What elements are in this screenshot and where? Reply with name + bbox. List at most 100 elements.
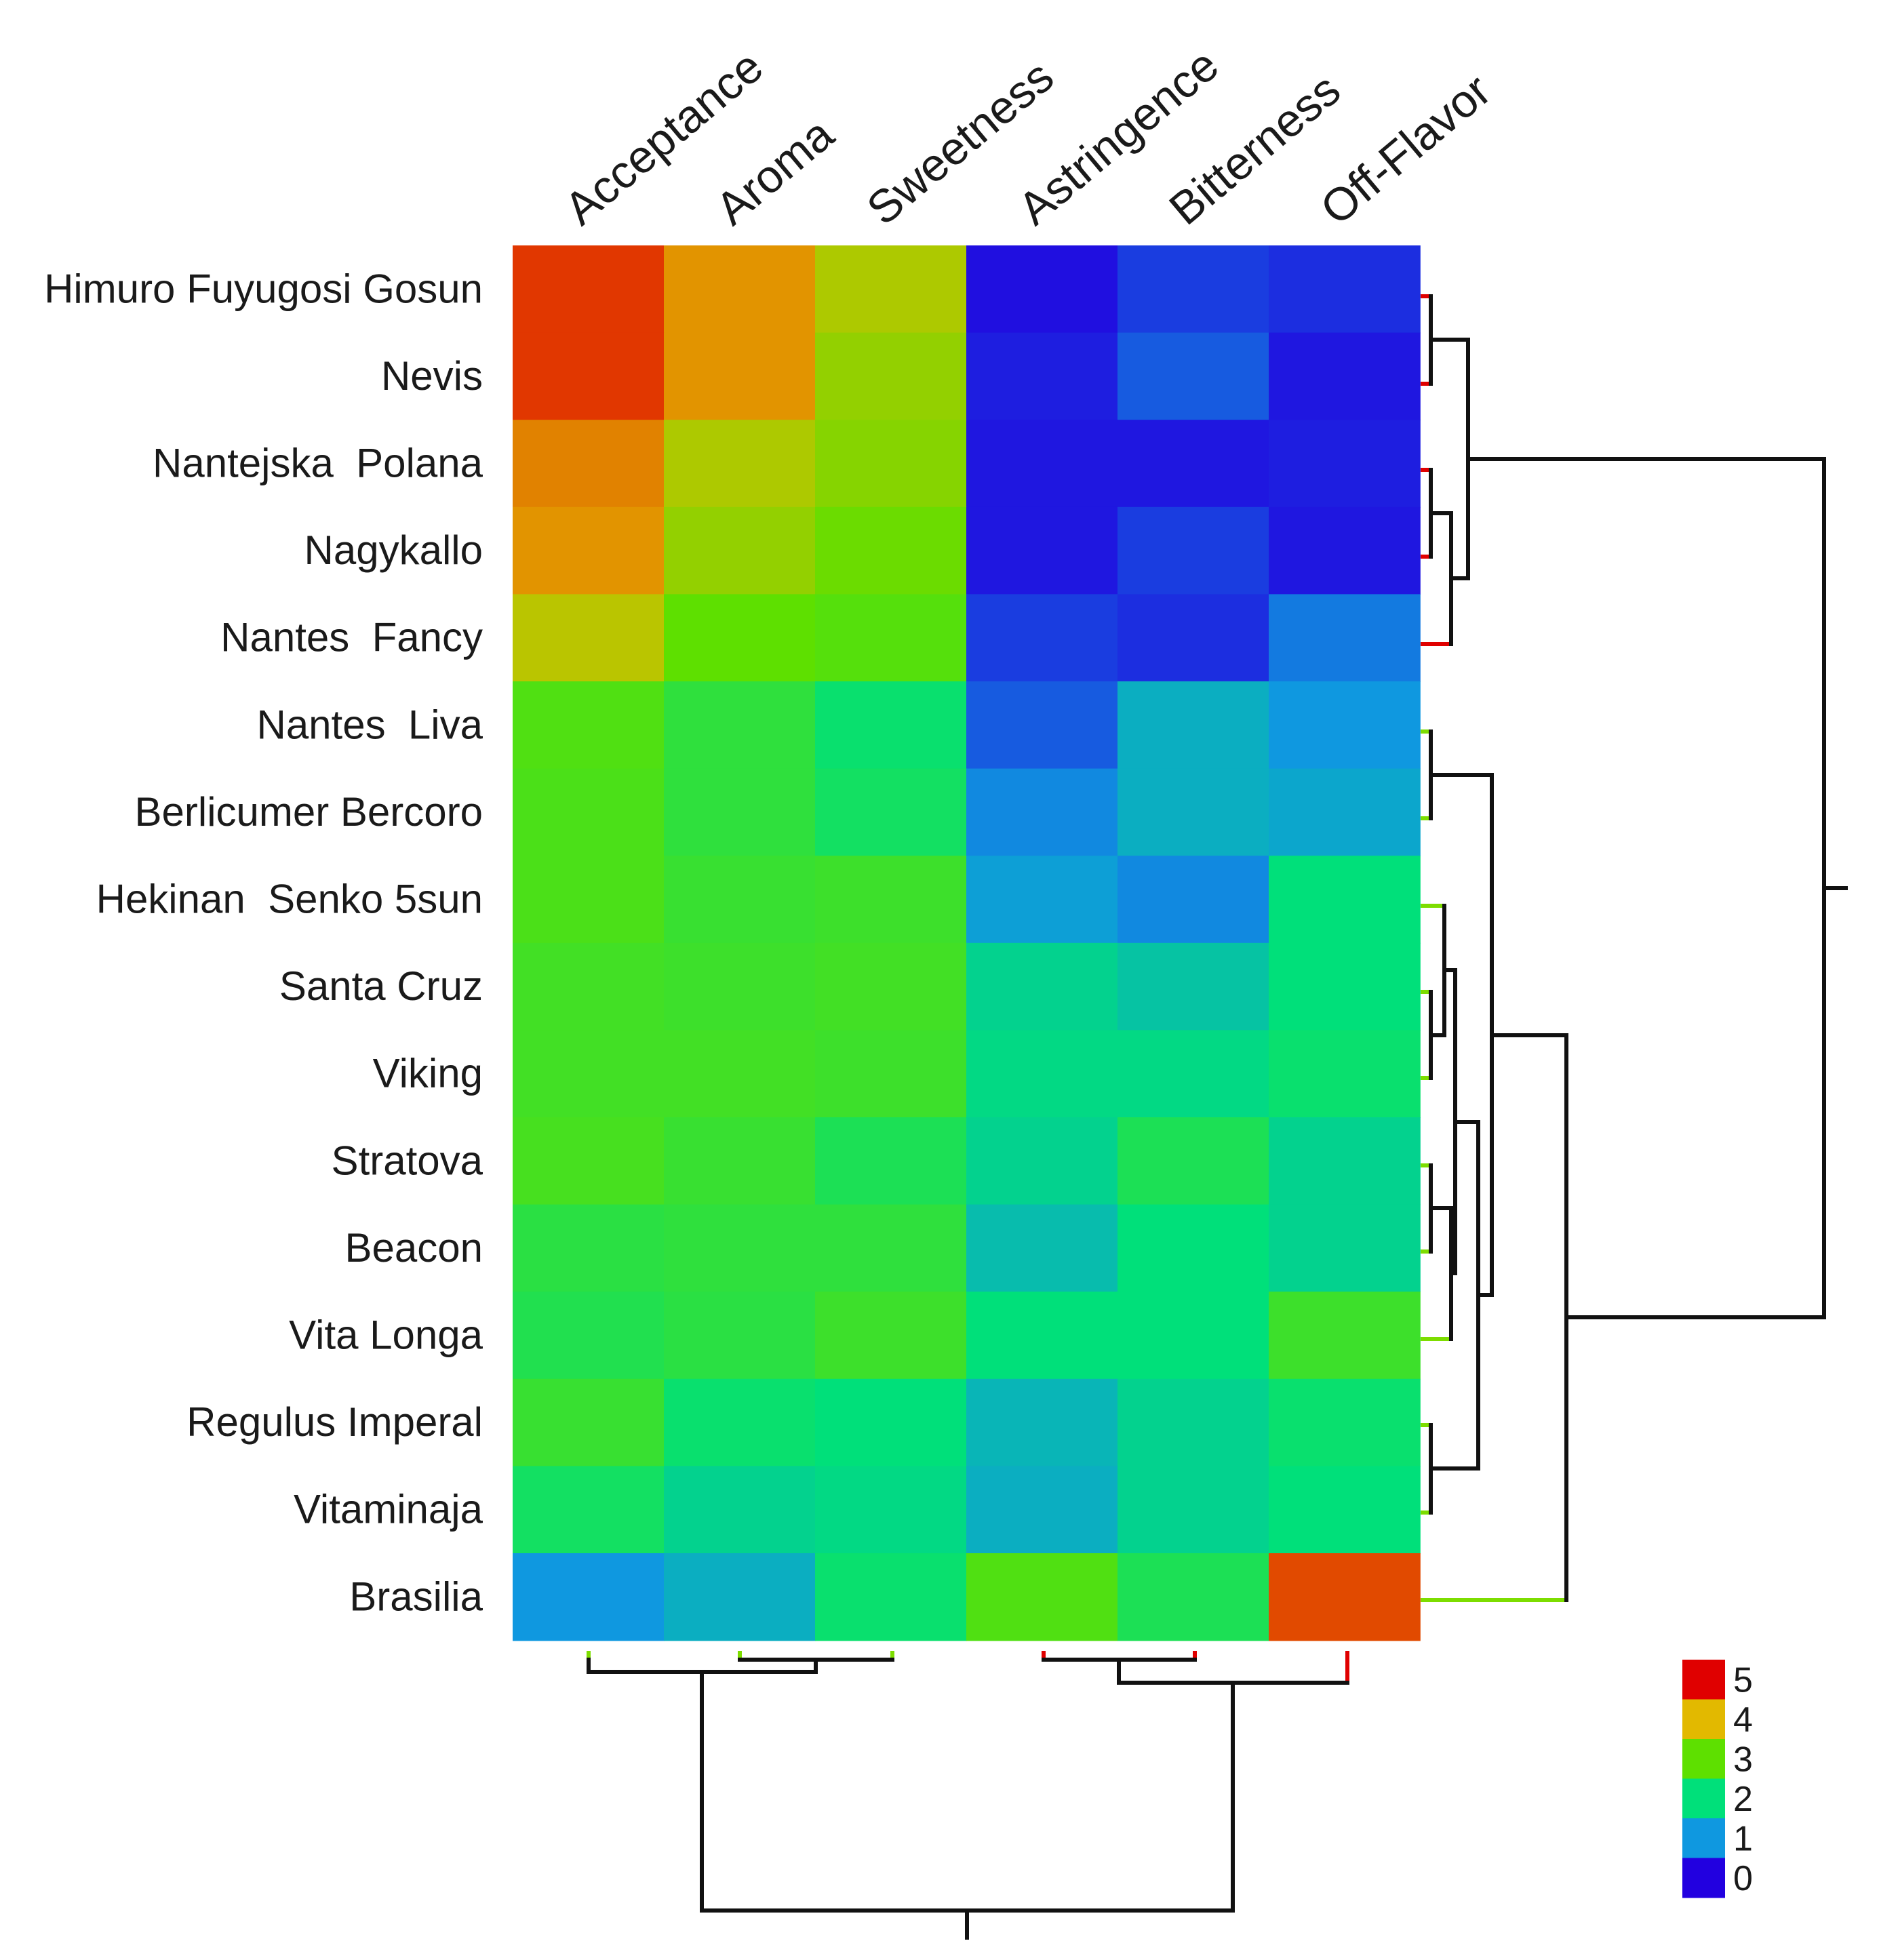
cell-nevis-acceptance (513, 332, 665, 420)
legend-label-2: 2 (1733, 1780, 1753, 1819)
cell-vitaminaja-acceptance (513, 1466, 665, 1554)
cell-nantes-liva-aroma (664, 681, 816, 769)
row-dendrogram-branches (1429, 294, 1848, 1602)
cell-regulus-imperal-off-flavor (1269, 1378, 1421, 1467)
cell-regulus-imperal-bitterness (1117, 1378, 1269, 1467)
row-label-brasilia: Brasilia (349, 1574, 483, 1619)
cell-beacon-aroma (664, 1204, 816, 1292)
cell-santa-cruz-astringence (966, 942, 1118, 1031)
heatmap-cells (513, 245, 1421, 1641)
cell-santa-cruz-bitterness (1117, 942, 1269, 1031)
cell-stratova-bitterness (1117, 1117, 1269, 1205)
cell-stratova-aroma (664, 1117, 816, 1205)
legend-label-3: 3 (1733, 1740, 1753, 1779)
cell-regulus-imperal-acceptance (513, 1378, 665, 1467)
cell-vita-longa-acceptance (513, 1292, 665, 1380)
cell-regulus-imperal-astringence (966, 1378, 1118, 1467)
row-label-vitaminaja: Vitaminaja (294, 1487, 483, 1532)
cell-nevis-bitterness (1117, 332, 1269, 420)
legend-label-4: 4 (1733, 1700, 1753, 1740)
legend-label-5: 5 (1733, 1660, 1753, 1700)
cell-viking-aroma (664, 1030, 816, 1118)
cell-nantes-fancy-aroma (664, 594, 816, 682)
cell-himuro-fuyugosi-gosun-acceptance (513, 245, 665, 334)
cell-berlicumer-bercoro-bitterness (1117, 768, 1269, 856)
cell-santa-cruz-acceptance (513, 942, 665, 1031)
row-label-nantejska-polana: Nantejska Polana (153, 441, 483, 486)
column-label-aroma: Aroma (706, 108, 843, 235)
cell-nevis-astringence (966, 332, 1118, 420)
cell-nantes-fancy-bitterness (1117, 594, 1269, 682)
cell-brasilia-acceptance (513, 1553, 665, 1641)
cell-beacon-sweetness (815, 1204, 967, 1292)
cell-nantejska-polana-bitterness (1117, 420, 1269, 508)
cell-vita-longa-off-flavor (1269, 1292, 1421, 1380)
legend-swatch-3 (1682, 1739, 1725, 1779)
cell-regulus-imperal-aroma (664, 1378, 816, 1467)
row-dendrogram-leaves-red (1421, 294, 1453, 646)
column-label-off-flavor: Off-Flavor (1311, 64, 1500, 235)
cell-nantes-fancy-sweetness (815, 594, 967, 682)
cell-nantes-liva-bitterness (1117, 681, 1269, 769)
cell-nagykallo-astringence (966, 506, 1118, 595)
cell-nagykallo-off-flavor (1269, 506, 1421, 595)
cell-vitaminaja-off-flavor (1269, 1466, 1421, 1554)
column-dendrogram (587, 1651, 1349, 1940)
cell-brasilia-sweetness (815, 1553, 967, 1641)
cell-himuro-fuyugosi-gosun-astringence (966, 245, 1118, 334)
row-dendrogram (1421, 294, 1848, 1602)
row-label-stratova: Stratova (332, 1138, 483, 1183)
cell-berlicumer-bercoro-aroma (664, 768, 816, 856)
cell-hekinan-senko-5sun-acceptance (513, 856, 665, 944)
cell-beacon-bitterness (1117, 1204, 1269, 1292)
cell-vitaminaja-sweetness (815, 1466, 967, 1554)
row-label-regulus-imperal: Regulus Imperal (186, 1399, 483, 1445)
cell-berlicumer-bercoro-off-flavor (1269, 768, 1421, 856)
cell-nantes-fancy-astringence (966, 594, 1118, 682)
cell-himuro-fuyugosi-gosun-bitterness (1117, 245, 1269, 334)
row-label-beacon: Beacon (345, 1225, 483, 1271)
cell-hekinan-senko-5sun-off-flavor (1269, 856, 1421, 944)
row-label-nagykallo: Nagykallo (304, 527, 483, 573)
cell-viking-off-flavor (1269, 1030, 1421, 1118)
cell-santa-cruz-off-flavor (1269, 942, 1421, 1031)
row-labels: Himuro Fuyugosi Gosun Nevis Nantejska Pola… (44, 266, 483, 1619)
row-label-nevis: Nevis (381, 353, 483, 399)
cell-stratova-acceptance (513, 1117, 665, 1205)
row-label-santa-cruz: Santa Cruz (279, 963, 483, 1009)
cell-nevis-sweetness (815, 332, 967, 420)
cell-brasilia-off-flavor (1269, 1553, 1421, 1641)
cell-regulus-imperal-sweetness (815, 1378, 967, 1467)
cell-vita-longa-aroma (664, 1292, 816, 1380)
cell-hekinan-senko-5sun-sweetness (815, 856, 967, 944)
cell-stratova-astringence (966, 1117, 1118, 1205)
cell-vita-longa-astringence (966, 1292, 1118, 1380)
cell-nantejska-polana-astringence (966, 420, 1118, 508)
cell-hekinan-senko-5sun-bitterness (1117, 856, 1269, 944)
cell-berlicumer-bercoro-acceptance (513, 768, 665, 856)
cell-nevis-aroma (664, 332, 816, 420)
legend-swatch-1 (1682, 1818, 1725, 1858)
cell-nagykallo-sweetness (815, 506, 967, 595)
row-label-nantes-liva: Nantes Liva (256, 702, 483, 747)
cell-berlicumer-bercoro-astringence (966, 768, 1118, 856)
cell-himuro-fuyugosi-gosun-off-flavor (1269, 245, 1421, 334)
cell-brasilia-bitterness (1117, 1553, 1269, 1641)
cell-viking-bitterness (1117, 1030, 1269, 1118)
row-label-himuro-fuyugosi-gosun: Himuro Fuyugosi Gosun (44, 266, 483, 311)
cell-nantes-fancy-acceptance (513, 594, 665, 682)
row-dendrogram-leaves-green (1421, 729, 1568, 1602)
cell-nantes-liva-sweetness (815, 681, 967, 769)
row-label-berlicumer-bercoro: Berlicumer Bercoro (135, 789, 483, 835)
legend-swatch-0 (1682, 1858, 1725, 1898)
cell-beacon-acceptance (513, 1204, 665, 1292)
cell-santa-cruz-aroma (664, 942, 816, 1031)
cell-viking-sweetness (815, 1030, 967, 1118)
cell-viking-astringence (966, 1030, 1118, 1118)
cell-nevis-off-flavor (1269, 332, 1421, 420)
column-dendrogram-branches (587, 1658, 1349, 1940)
legend-swatch-2 (1682, 1778, 1725, 1819)
